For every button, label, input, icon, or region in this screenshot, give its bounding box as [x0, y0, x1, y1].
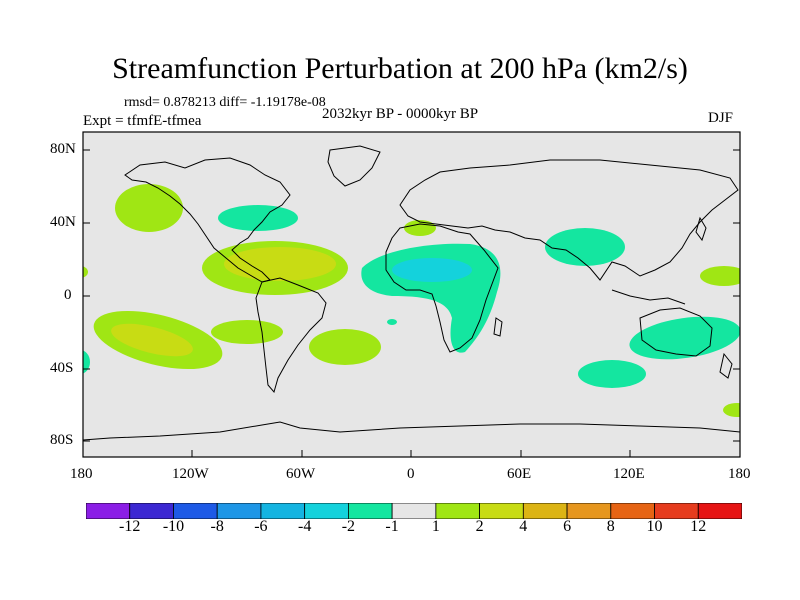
colorbar-swatch	[216, 503, 262, 519]
lat-tick-label: 80N	[50, 141, 76, 157]
lat-tick-label: 80S	[50, 432, 74, 448]
colorbar-label: 10	[646, 518, 663, 535]
season-label: DJF	[708, 110, 734, 126]
colorbar-swatch	[654, 503, 699, 519]
negative-anomaly-small	[387, 319, 397, 325]
positive-anomaly-north-pacific	[115, 184, 183, 232]
colorbar-swatch	[260, 503, 306, 519]
colorbar-swatch	[479, 503, 524, 519]
colorbar-swatch	[304, 503, 349, 519]
lon-tick-label: 60W	[286, 466, 316, 482]
positive-anomaly-north-atlantic	[218, 205, 298, 231]
colorbar-label: 4	[519, 518, 528, 535]
colorbar-label: 6	[563, 518, 572, 535]
colorbar-swatch	[435, 503, 480, 519]
colorbar-swatch	[391, 503, 437, 519]
colorbar-label: 8	[606, 518, 615, 535]
coastlines	[83, 145, 740, 441]
coast-eurasia	[399, 159, 739, 281]
coast-antarctica	[83, 421, 740, 441]
colorbar-swatch	[347, 503, 393, 519]
negative-anomaly-africa-core	[392, 258, 472, 282]
colorbar-label: -12	[119, 518, 141, 535]
lat-tick-label: 40S	[50, 360, 74, 376]
coast-africa	[385, 223, 499, 353]
coast-indonesia	[611, 289, 686, 305]
positive-anomaly-edge-left	[83, 266, 88, 278]
map-frame	[82, 131, 741, 458]
coast-japan	[695, 216, 707, 242]
lat-tick-label: 0	[64, 287, 72, 303]
colorbar-label: 12	[690, 518, 707, 535]
map-title: Streamfunction Perturbation at 200 hPa (…	[112, 52, 688, 85]
coast-greenland	[327, 145, 381, 187]
positive-anomaly-tropical-america	[202, 241, 348, 295]
lon-tick-label: 120W	[172, 466, 209, 482]
colorbar-label: -2	[341, 518, 356, 535]
tick-marks	[82, 149, 741, 457]
stats-line: rmsd= 0.878213 diff= -1.19178e-08	[124, 95, 326, 110]
coast-australia	[639, 307, 713, 357]
colorbar-swatch	[522, 503, 568, 519]
colorbar-swatch	[566, 503, 612, 519]
positive-anomaly-dateline-south	[723, 403, 740, 417]
lon-tick-label: 120E	[613, 466, 645, 482]
coast-south-america	[255, 277, 327, 394]
lat-tick-label: 40N	[50, 214, 76, 230]
colorbar-swatch	[610, 503, 655, 519]
lon-tick-label: 180	[70, 466, 93, 482]
contour-fields	[83, 184, 740, 417]
lon-tick-label: 0	[407, 466, 415, 482]
period-label: 2032kyr BP - 0000kyr BP	[322, 106, 479, 122]
experiment-label: Expt = tfmfE-tfmea	[83, 113, 202, 129]
negative-anomaly-africa	[361, 243, 501, 353]
colorbar-swatch	[86, 503, 131, 519]
positive-anomaly-south-atlantic	[309, 329, 381, 365]
colorbar-swatch	[697, 503, 742, 519]
lon-tick-label: 60E	[507, 466, 532, 482]
colorbar-label: -4	[298, 518, 312, 535]
coast-madagascar	[493, 317, 503, 337]
positive-anomaly-mediterranean	[404, 220, 436, 236]
positive-anomaly-south-pacific-core	[111, 323, 193, 357]
positive-anomaly-west-pacific	[700, 266, 740, 286]
coast-north-america	[124, 157, 291, 283]
coast-new-zealand	[719, 352, 733, 379]
colorbar-swatch	[129, 503, 174, 519]
colorbar	[86, 503, 742, 519]
negative-anomaly-south-asia	[545, 228, 625, 266]
colorbar-label: 1	[431, 518, 440, 535]
lon-tick-label: 180	[728, 466, 751, 482]
colorbar-label: -6	[254, 518, 268, 535]
negative-anomaly-australia	[629, 316, 740, 360]
colorbar-label: -8	[210, 518, 224, 535]
colorbar-label: -10	[162, 518, 185, 535]
negative-anomaly-indian-ocean	[578, 360, 646, 388]
positive-anomaly-south-atlantic-west	[211, 320, 283, 344]
colorbar-swatch	[173, 503, 218, 519]
colorbar-label: 2	[475, 518, 484, 535]
colorbar-label: -1	[385, 518, 399, 535]
positive-anomaly-south-pacific	[93, 310, 223, 370]
positive-anomaly-tropical-america-core	[224, 247, 336, 281]
map-background	[83, 132, 740, 457]
